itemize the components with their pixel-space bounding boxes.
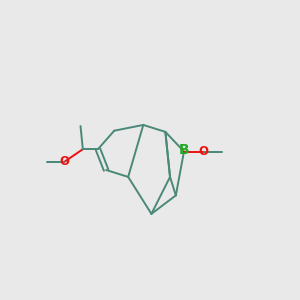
Text: B: B <box>179 143 189 157</box>
Text: O: O <box>59 155 69 168</box>
Text: O: O <box>199 145 209 158</box>
